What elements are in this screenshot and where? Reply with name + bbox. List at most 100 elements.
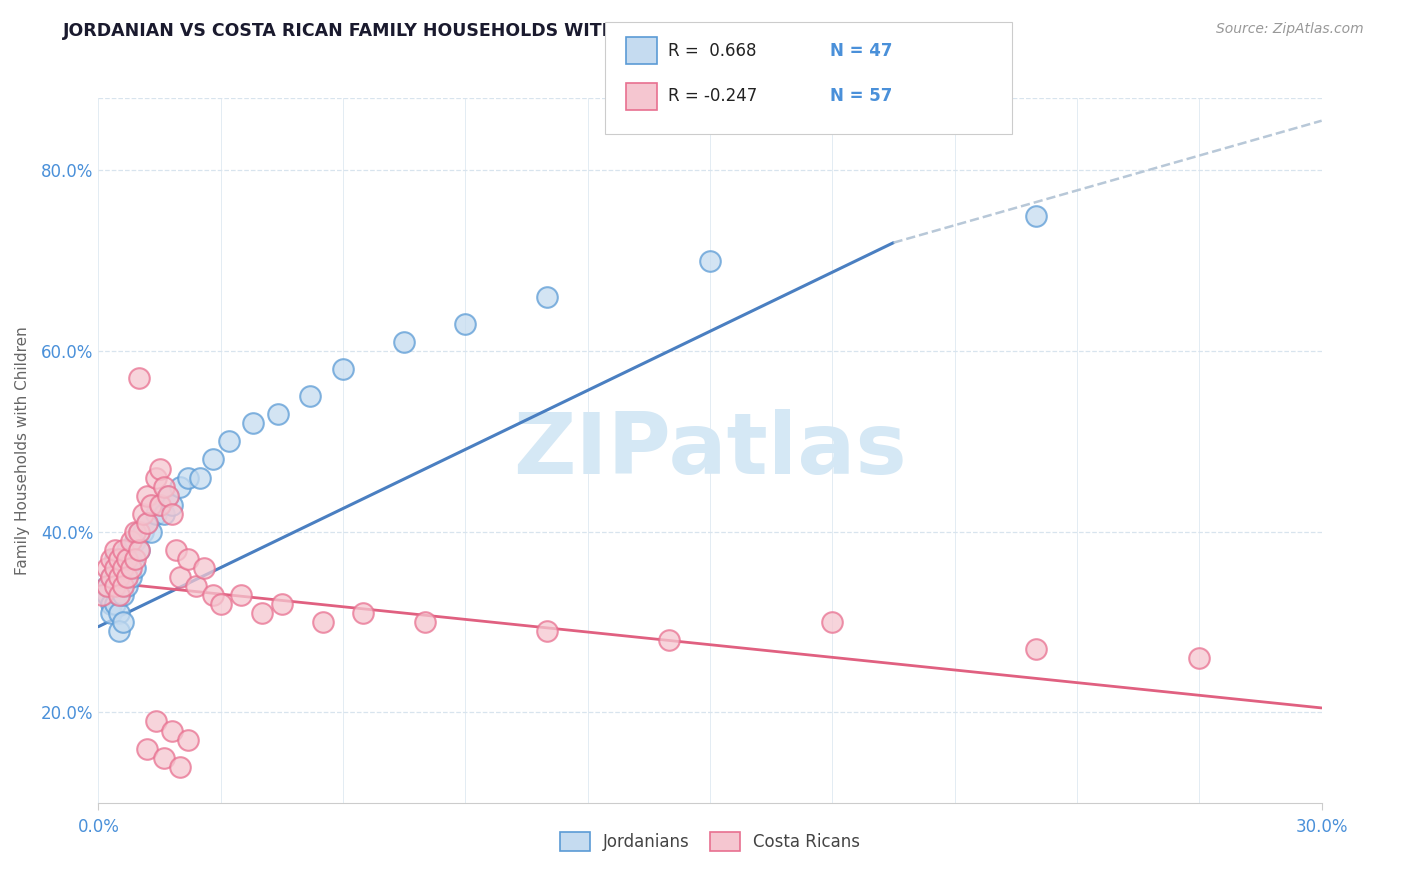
Point [100, 570, 122, 584]
Point [124, 533, 146, 548]
Point [132, 507, 155, 521]
Point [145, 507, 167, 521]
Point [141, 524, 163, 539]
Point [201, 452, 224, 467]
Point [104, 542, 127, 557]
Point [218, 434, 240, 449]
Point [169, 570, 191, 584]
Point [111, 579, 134, 593]
Point [124, 524, 146, 539]
Point [111, 561, 134, 575]
Point [120, 570, 142, 584]
Point [91, 583, 114, 598]
Point [658, 633, 681, 648]
Text: Source: ZipAtlas.com: Source: ZipAtlas.com [1216, 22, 1364, 37]
Text: N = 47: N = 47 [830, 42, 891, 60]
Point [104, 552, 127, 566]
Point [115, 561, 138, 575]
Point [115, 570, 138, 584]
Point [165, 542, 187, 557]
Point [124, 561, 146, 575]
Point [821, 615, 844, 629]
Point [160, 723, 183, 738]
Point [186, 579, 208, 593]
Point [352, 606, 374, 620]
Point [111, 615, 134, 629]
Point [120, 552, 142, 566]
Point [132, 524, 155, 539]
Point [242, 417, 264, 431]
Point [160, 498, 183, 512]
Point [111, 542, 134, 557]
Point [149, 498, 172, 512]
Point [250, 606, 273, 620]
Point [115, 542, 138, 557]
Text: R = -0.247: R = -0.247 [668, 87, 756, 105]
Point [91, 588, 114, 602]
Point [108, 588, 131, 602]
Point [136, 741, 159, 756]
Point [136, 516, 159, 530]
Point [169, 759, 191, 773]
Point [128, 524, 150, 539]
Point [111, 561, 134, 575]
Point [201, 588, 224, 602]
Point [1188, 651, 1211, 665]
Point [128, 542, 150, 557]
Text: JORDANIAN VS COSTA RICAN FAMILY HOUSEHOLDS WITH CHILDREN CORRELATION CHART: JORDANIAN VS COSTA RICAN FAMILY HOUSEHOL… [63, 22, 938, 40]
Point [177, 470, 200, 484]
Y-axis label: Family Households with Children: Family Households with Children [15, 326, 30, 574]
Point [332, 362, 354, 376]
Point [96, 561, 118, 575]
Point [100, 570, 122, 584]
Point [96, 579, 118, 593]
Point [152, 750, 174, 764]
Point [413, 615, 436, 629]
Point [111, 588, 134, 602]
Point [160, 507, 183, 521]
Point [149, 461, 172, 475]
Point [149, 498, 172, 512]
Point [270, 597, 294, 611]
Point [128, 371, 150, 385]
Point [536, 624, 558, 639]
Point [267, 407, 290, 421]
Point [136, 489, 159, 503]
Point [141, 498, 163, 512]
Point [115, 579, 138, 593]
Point [299, 389, 322, 403]
Point [108, 570, 131, 584]
Point [100, 597, 122, 611]
Point [124, 552, 146, 566]
Text: N = 57: N = 57 [830, 87, 891, 105]
Point [108, 570, 131, 584]
Point [108, 624, 131, 639]
Point [136, 516, 159, 530]
Point [312, 615, 335, 629]
Point [156, 489, 179, 503]
Text: ZIPatlas: ZIPatlas [513, 409, 907, 492]
Point [169, 480, 191, 494]
Legend: Jordanians, Costa Ricans: Jordanians, Costa Ricans [553, 825, 868, 858]
Point [152, 480, 174, 494]
Point [104, 561, 127, 575]
Point [152, 507, 174, 521]
Text: R =  0.668: R = 0.668 [668, 42, 756, 60]
Point [177, 552, 200, 566]
Point [536, 290, 558, 304]
Point [100, 552, 122, 566]
Point [145, 714, 167, 729]
Point [115, 552, 138, 566]
Point [108, 588, 131, 602]
Point [454, 317, 477, 331]
Point [108, 606, 131, 620]
Point [96, 588, 118, 602]
Point [128, 524, 150, 539]
Point [188, 470, 212, 484]
Point [104, 597, 127, 611]
Point [108, 552, 131, 566]
Point [392, 334, 416, 349]
Point [128, 542, 150, 557]
Point [699, 253, 721, 268]
Point [177, 732, 200, 747]
